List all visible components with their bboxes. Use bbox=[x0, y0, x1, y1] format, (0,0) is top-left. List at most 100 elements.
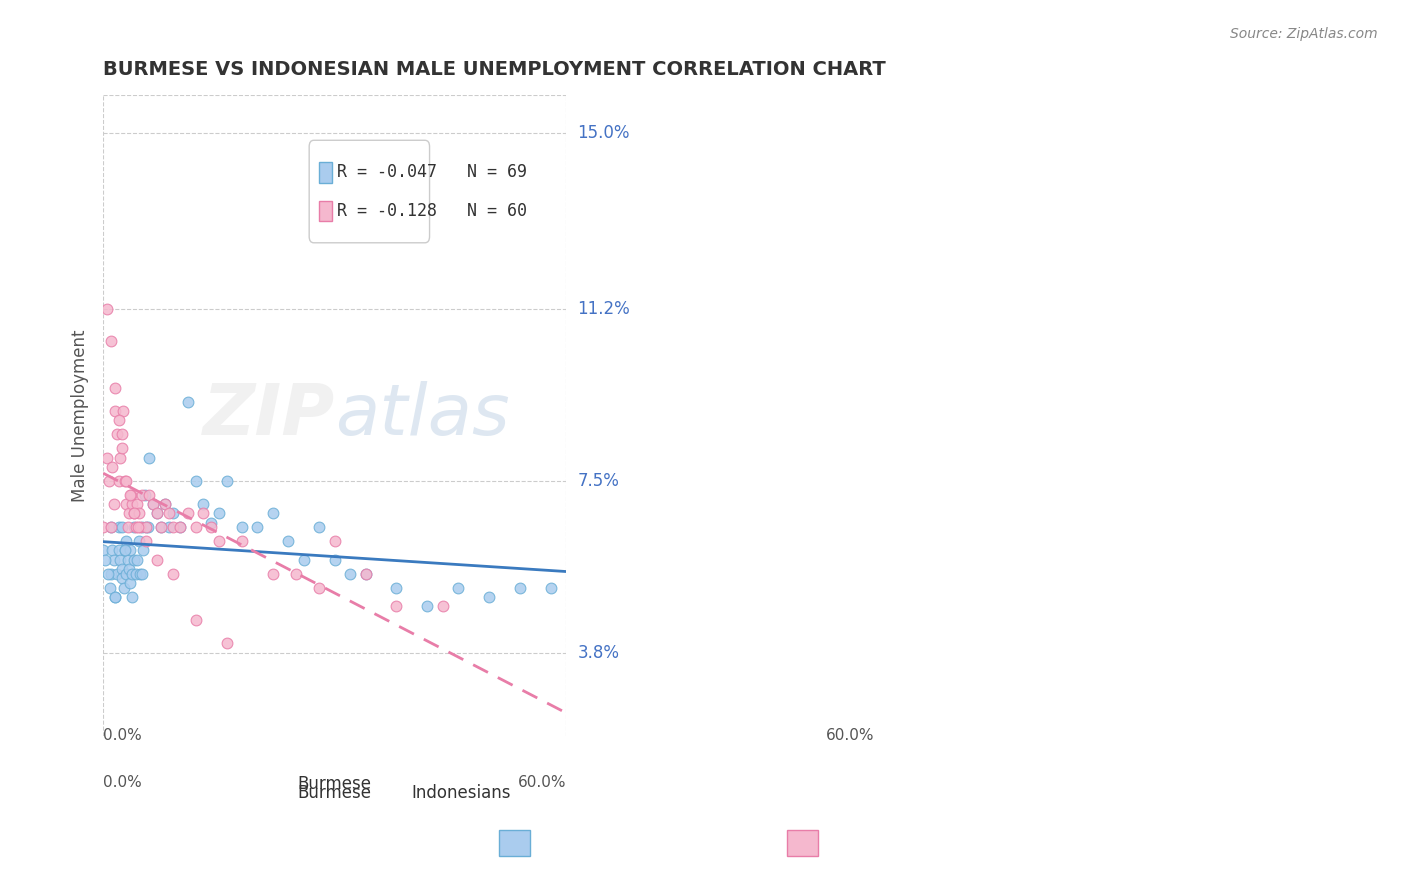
Text: BURMESE VS INDONESIAN MALE UNEMPLOYMENT CORRELATION CHART: BURMESE VS INDONESIAN MALE UNEMPLOYMENT … bbox=[103, 60, 886, 78]
Point bbox=[100, 334, 122, 349]
Point bbox=[122, 506, 145, 520]
Point bbox=[146, 506, 169, 520]
Point bbox=[112, 581, 135, 595]
Point bbox=[184, 613, 207, 627]
Point bbox=[208, 534, 231, 549]
Point bbox=[114, 543, 136, 558]
Point bbox=[115, 534, 138, 549]
Point bbox=[292, 552, 315, 566]
Point bbox=[100, 520, 122, 534]
Point bbox=[142, 497, 165, 511]
Text: 7.5%: 7.5% bbox=[578, 472, 619, 490]
Point bbox=[308, 581, 330, 595]
Point bbox=[125, 497, 148, 511]
Point bbox=[118, 506, 141, 520]
Point bbox=[138, 450, 160, 465]
Point bbox=[100, 566, 122, 581]
Point bbox=[131, 488, 153, 502]
Point bbox=[111, 562, 134, 576]
Point bbox=[107, 474, 129, 488]
Point bbox=[262, 566, 284, 581]
Point bbox=[120, 543, 142, 558]
Point bbox=[478, 590, 501, 604]
Point bbox=[97, 566, 120, 581]
Point bbox=[108, 552, 131, 566]
Y-axis label: Male Unemployment: Male Unemployment bbox=[72, 329, 89, 502]
Point bbox=[184, 474, 207, 488]
Point bbox=[104, 590, 127, 604]
Point bbox=[98, 581, 121, 595]
Point bbox=[447, 581, 470, 595]
Point bbox=[200, 516, 222, 530]
Point bbox=[122, 506, 145, 520]
Point bbox=[540, 581, 562, 595]
Text: Indonesians: Indonesians bbox=[411, 784, 510, 802]
Point bbox=[215, 474, 238, 488]
FancyBboxPatch shape bbox=[319, 162, 332, 183]
Point bbox=[105, 566, 128, 581]
Point bbox=[308, 520, 330, 534]
Point bbox=[124, 566, 146, 581]
FancyBboxPatch shape bbox=[319, 201, 332, 221]
Point bbox=[153, 497, 176, 511]
Point bbox=[131, 566, 153, 581]
Point bbox=[129, 520, 152, 534]
Point bbox=[150, 520, 173, 534]
Point bbox=[162, 520, 184, 534]
Point bbox=[98, 474, 121, 488]
Point bbox=[146, 506, 169, 520]
Point bbox=[105, 427, 128, 442]
Text: Burmese: Burmese bbox=[298, 784, 371, 802]
Point bbox=[120, 575, 142, 590]
Point bbox=[122, 552, 145, 566]
Point bbox=[157, 506, 180, 520]
Point bbox=[157, 520, 180, 534]
Text: atlas: atlas bbox=[335, 381, 509, 450]
Point bbox=[135, 520, 157, 534]
Point bbox=[134, 488, 156, 502]
Point bbox=[103, 552, 125, 566]
Point bbox=[153, 497, 176, 511]
Point bbox=[509, 581, 531, 595]
Point bbox=[111, 571, 134, 585]
Point bbox=[91, 543, 114, 558]
Point bbox=[339, 566, 361, 581]
Text: 60.0%: 60.0% bbox=[517, 775, 567, 790]
Point bbox=[91, 520, 114, 534]
Point bbox=[162, 566, 184, 581]
Point bbox=[231, 520, 253, 534]
Point bbox=[142, 497, 165, 511]
Text: 3.8%: 3.8% bbox=[578, 643, 619, 662]
Point bbox=[262, 506, 284, 520]
Point bbox=[169, 520, 191, 534]
Text: 15.0%: 15.0% bbox=[578, 124, 630, 142]
Point bbox=[385, 581, 408, 595]
Point bbox=[177, 506, 200, 520]
Text: ZIP: ZIP bbox=[202, 381, 335, 450]
Point bbox=[111, 520, 134, 534]
Point bbox=[103, 497, 125, 511]
Point bbox=[231, 534, 253, 549]
Point bbox=[101, 543, 124, 558]
Point bbox=[96, 301, 118, 316]
Point bbox=[416, 599, 439, 614]
Point bbox=[150, 520, 173, 534]
Point bbox=[177, 395, 200, 409]
Point bbox=[193, 506, 215, 520]
Text: 0.0%: 0.0% bbox=[103, 728, 142, 743]
Point bbox=[193, 497, 215, 511]
Point bbox=[112, 404, 135, 418]
Point bbox=[115, 474, 138, 488]
Point bbox=[107, 520, 129, 534]
Point bbox=[120, 488, 142, 502]
Text: 11.2%: 11.2% bbox=[578, 300, 630, 318]
Point bbox=[125, 552, 148, 566]
Point bbox=[127, 520, 149, 534]
Point bbox=[323, 534, 346, 549]
Text: R = -0.047   N = 69: R = -0.047 N = 69 bbox=[337, 163, 527, 181]
Point bbox=[104, 590, 127, 604]
Point bbox=[101, 459, 124, 474]
Point bbox=[121, 566, 143, 581]
Point bbox=[208, 506, 231, 520]
Point bbox=[115, 566, 138, 581]
